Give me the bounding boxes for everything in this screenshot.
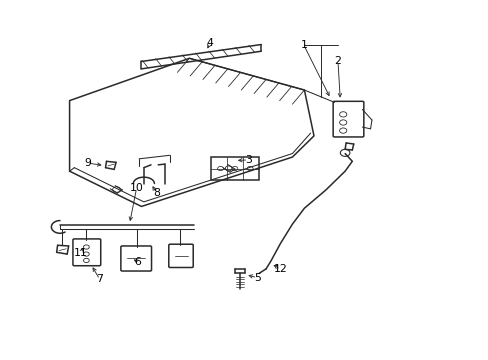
Text: 8: 8 xyxy=(153,188,160,198)
Text: 3: 3 xyxy=(244,155,251,165)
Text: 5: 5 xyxy=(253,273,260,283)
Bar xyxy=(210,157,258,180)
Text: 2: 2 xyxy=(334,56,341,66)
Text: 11: 11 xyxy=(74,248,87,258)
Text: 9: 9 xyxy=(84,158,91,168)
Text: 1: 1 xyxy=(300,40,307,50)
Text: 7: 7 xyxy=(96,274,103,284)
Text: 4: 4 xyxy=(206,38,213,48)
Text: 10: 10 xyxy=(129,183,143,193)
Text: 12: 12 xyxy=(273,264,287,274)
Text: 6: 6 xyxy=(134,257,141,267)
